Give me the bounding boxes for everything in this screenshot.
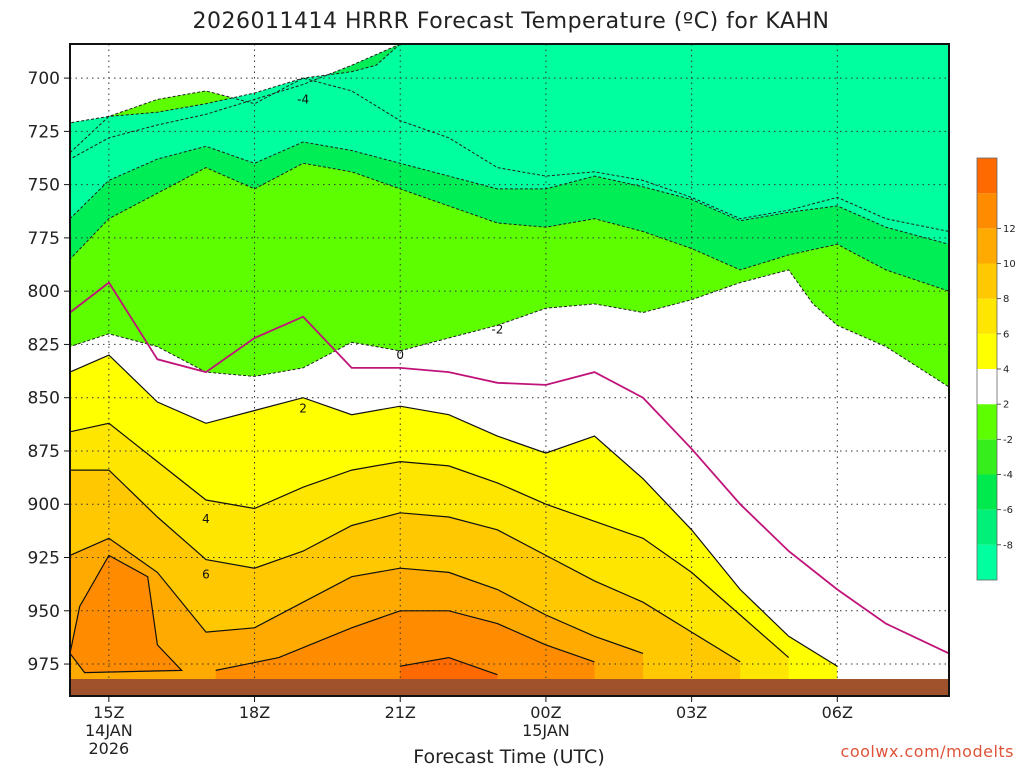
colorbar-swatch xyxy=(977,369,997,405)
x-tick-label: 21Z xyxy=(385,703,416,722)
colorbar-swatch xyxy=(977,158,997,194)
contour-label-layer: -4 -2 0 2 4 6 xyxy=(202,92,503,581)
plot-area: -4 -2 0 2 4 6 xyxy=(69,43,950,697)
isotherm-10-pocket xyxy=(69,554,184,674)
isotherm-4 xyxy=(69,422,790,659)
colorbar-swatch xyxy=(977,544,997,580)
x-tick-label: 00Z xyxy=(530,703,561,722)
colorbar-swatch xyxy=(977,298,997,334)
colorbar-label: 8 xyxy=(1003,294,1009,305)
contour-label: 0 xyxy=(396,348,404,362)
contour-label: 4 xyxy=(202,512,210,526)
y-axis: 700 725 750 775 800 825 850 875 900 925 950 975 xyxy=(28,69,70,675)
y-tick-label: 775 xyxy=(28,229,60,249)
ground-strip xyxy=(70,679,949,696)
x-tick-label: 03Z xyxy=(676,703,707,722)
isotherm-0 xyxy=(69,281,950,655)
colorbar-swatch xyxy=(977,263,997,299)
x-tick-label: 06Z xyxy=(822,703,853,722)
x-tick-sublabel: 15JAN xyxy=(522,721,570,740)
band-below-minus6 xyxy=(70,44,949,245)
y-tick-label: 850 xyxy=(28,389,60,409)
colorbar-label: 6 xyxy=(1003,329,1009,340)
grid-layer xyxy=(70,44,949,696)
colorbar-label: -2 xyxy=(1003,435,1013,446)
y-tick-label: 700 xyxy=(28,69,60,89)
colorbar-label: -8 xyxy=(1003,540,1013,551)
credit-link[interactable]: coolwx.com/modelts xyxy=(841,742,1014,761)
y-tick-label: 900 xyxy=(28,495,60,515)
contour-label: -4 xyxy=(297,92,309,106)
colorbar-label: -6 xyxy=(1003,505,1013,516)
contour-label: -2 xyxy=(491,323,503,337)
x-tick-label: 18Z xyxy=(239,703,270,722)
colorbar-swatch xyxy=(977,439,997,475)
colorbar-swatch xyxy=(977,509,997,545)
warm-pocket-10-to-12 xyxy=(70,555,182,673)
colorbar-label: 12 xyxy=(1003,224,1016,235)
x-tick-sublabel: 2026 xyxy=(88,739,129,758)
x-axis-label: Forecast Time (UTC) xyxy=(413,746,604,768)
isotherm-2 xyxy=(69,354,838,667)
colorbar-swatch xyxy=(977,333,997,369)
y-tick-label: 950 xyxy=(28,602,60,622)
cold-isotherm-line xyxy=(69,77,950,388)
y-tick-label: 925 xyxy=(28,549,60,569)
cold-isotherm-line xyxy=(69,43,950,245)
contour-label: 2 xyxy=(299,401,307,415)
colorbar-swatch xyxy=(977,228,997,264)
isotherm-6 xyxy=(70,469,741,663)
isotherm-10 xyxy=(215,610,595,671)
y-tick-label: 825 xyxy=(28,335,60,355)
isotherm-layer xyxy=(69,43,950,676)
colorbar-swatch xyxy=(977,404,997,440)
colorbar-label: 2 xyxy=(1003,400,1009,411)
colorbar-label: -4 xyxy=(1003,470,1013,481)
cold-isotherm-line xyxy=(69,43,950,292)
temperature-fill-layer xyxy=(70,44,949,696)
colorbar-label: 10 xyxy=(1003,259,1016,270)
y-tick-label: 800 xyxy=(28,282,60,302)
isotherm-8 xyxy=(69,537,644,654)
colorbar-swatch xyxy=(977,474,997,510)
contour-label: 6 xyxy=(202,568,210,582)
colorbar: -8 -6 -4 -2 2 4 6 8 10 12 xyxy=(976,157,1016,581)
y-tick-label: 875 xyxy=(28,442,60,462)
chart-title: 2026011414 HRRR Forecast Temperature (ºC… xyxy=(192,9,829,34)
x-tick-label: 15Z xyxy=(93,703,124,722)
plot-frame xyxy=(69,43,950,697)
colorbar-label: 4 xyxy=(1003,365,1009,376)
x-tick-sublabel: 14JAN xyxy=(85,721,133,740)
colorbar-swatch xyxy=(977,193,997,229)
y-tick-label: 750 xyxy=(28,176,60,196)
isotherm-12 xyxy=(400,656,498,676)
y-tick-label: 725 xyxy=(28,122,60,142)
band-10-to-12 xyxy=(215,610,595,696)
y-tick-label: 975 xyxy=(28,655,60,675)
